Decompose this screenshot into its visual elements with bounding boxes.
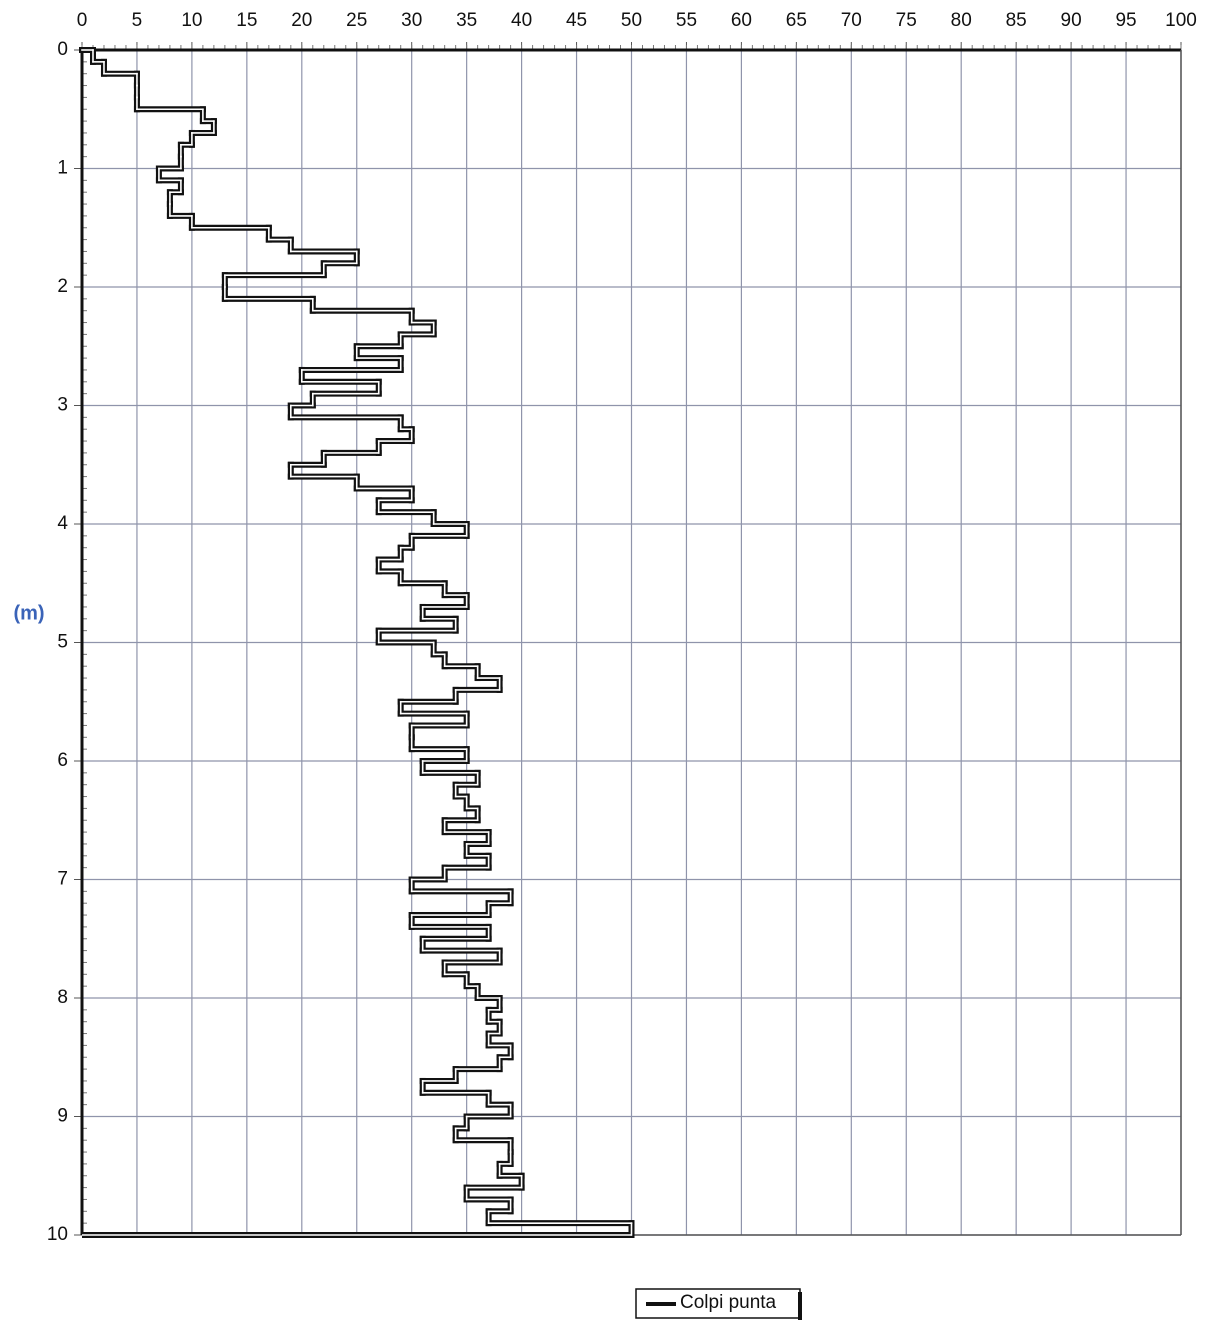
x-tick-label: 95	[1115, 10, 1136, 31]
x-tick-label: 65	[786, 10, 807, 31]
x-tick-label: 10	[181, 10, 202, 31]
y-tick-label: 5	[57, 632, 68, 653]
x-tick-label: 35	[456, 10, 477, 31]
x-tick-label: 75	[896, 10, 917, 31]
y-tick-label: 1	[57, 158, 68, 179]
x-tick-label: 5	[132, 10, 143, 31]
y-tick-label: 8	[57, 987, 68, 1008]
x-tick-label: 50	[621, 10, 642, 31]
y-tick-label: 9	[57, 1106, 68, 1127]
x-tick-label: 70	[841, 10, 862, 31]
x-tick-label: 0	[77, 10, 88, 31]
x-tick-label: 90	[1061, 10, 1082, 31]
x-tick-label: 55	[676, 10, 697, 31]
x-tick-label: 60	[731, 10, 752, 31]
y-tick-label: 0	[57, 39, 68, 60]
legend-label: Colpi punta	[680, 1292, 777, 1313]
x-tick-label: 40	[511, 10, 532, 31]
y-tick-label: 4	[57, 513, 68, 534]
y-tick-label: 10	[47, 1224, 68, 1245]
x-tick-label: 20	[291, 10, 312, 31]
y-tick-label: 6	[57, 750, 68, 771]
x-tick-label: 80	[951, 10, 972, 31]
x-tick-label: 25	[346, 10, 367, 31]
y-tick-label: 7	[57, 869, 68, 890]
y-tick-label: 2	[57, 276, 68, 297]
y-axis-label: (m)	[13, 602, 44, 624]
x-tick-label: 45	[566, 10, 587, 31]
x-tick-label: 30	[401, 10, 422, 31]
x-tick-label: 15	[236, 10, 257, 31]
x-tick-label: 85	[1006, 10, 1027, 31]
x-tick-label: 100	[1165, 10, 1197, 31]
y-tick-label: 3	[57, 395, 68, 416]
